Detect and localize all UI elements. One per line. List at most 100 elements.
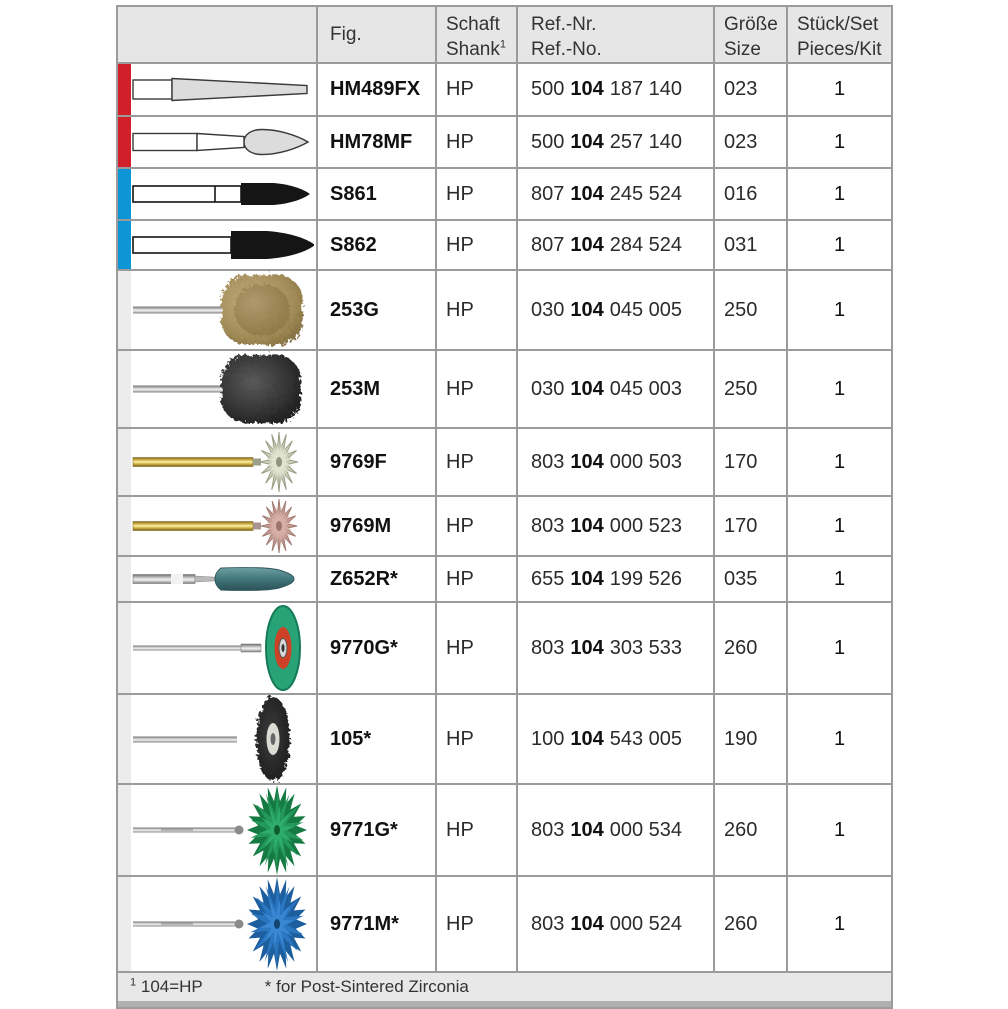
pieces-value: 1 (833, 298, 846, 321)
black-brush-wheel-icon (133, 355, 301, 423)
ref-number: 030 104 045 005 (518, 271, 715, 349)
ref-part-c: 000 534 (609, 818, 683, 841)
table-row: 9771M* HP 803 104 000 524 260 1 (118, 877, 891, 973)
green-spiral-wheel-icon (133, 785, 307, 875)
egg-carbide-bur-icon (132, 128, 310, 156)
table-row: HM78MF HP 500 104 257 140 023 1 (118, 117, 891, 169)
fig-label: 9769M (318, 497, 437, 555)
ref-number: 030 104 045 003 (518, 351, 715, 427)
category-color-bar (118, 351, 131, 427)
table-row: 9769M HP 803 104 000 523 170 1 (118, 497, 891, 557)
ref-number: 803 104 303 533 (518, 603, 715, 693)
size-value: 023 (715, 64, 788, 115)
table-row: HM489FX HP 500 104 187 140 023 1 (118, 64, 891, 117)
ref-part-b: 104 (570, 78, 604, 100)
table-row: 9770G* HP 803 104 303 533 260 1 (118, 603, 891, 695)
table-row: 9769F HP 803 104 000 503 170 1 (118, 429, 891, 497)
black-pointed-bur-icon (132, 183, 310, 205)
ref-number: 500 104 257 140 (518, 117, 715, 167)
table-row: S861 HP 807 104 245 524 016 1 (118, 169, 891, 221)
ref-part-c: 303 533 (609, 636, 683, 659)
footnote-shank: 1 104=HP (130, 977, 203, 997)
table-footnote: 1 104=HP * for Post-Sintered Zirconia (118, 973, 891, 1007)
header-shank: Schaft Shank1 (437, 7, 518, 62)
ref-part-b: 104 (570, 818, 604, 841)
fig-label: 253M (318, 351, 437, 427)
fig-label: S862 (318, 221, 437, 269)
table-row: S862 HP 807 104 284 524 031 1 (118, 221, 891, 271)
ref-number: 803 104 000 524 (518, 877, 715, 971)
header-ref: Ref.-Nr. Ref.-No. (518, 7, 715, 62)
header-fig: Fig. (318, 7, 437, 62)
pieces-value: 1 (833, 233, 846, 256)
header-ref-de: Ref.-Nr. (531, 14, 597, 35)
header-shank-footnote-marker: 1 (499, 38, 506, 51)
ref-part-b: 104 (570, 130, 604, 153)
shank-value: HP (437, 221, 518, 269)
category-color-bar (118, 695, 131, 783)
ref-part-b: 104 (570, 727, 604, 750)
ref-number: 655 104 199 526 (518, 557, 715, 601)
shank-value: HP (437, 877, 518, 971)
fig-label: Z652R* (318, 557, 437, 601)
ref-part-b: 104 (570, 567, 604, 590)
header-shank-en: Shank (446, 39, 500, 61)
size-value: 260 (715, 785, 788, 875)
table-row: 253M HP 030 104 045 003 250 1 (118, 351, 891, 429)
size-value: 016 (715, 169, 788, 219)
shank-value: HP (437, 271, 518, 349)
fig-image-cell (118, 117, 318, 167)
shank-value: HP (437, 603, 518, 693)
pieces-value: 1 (833, 636, 846, 659)
header-size-en: Size (724, 39, 761, 61)
pieces-value: 1 (833, 450, 846, 473)
table-row: 9771G* HP 803 104 000 534 260 1 (118, 785, 891, 877)
ref-part-c: 045 003 (609, 377, 683, 400)
fig-image-cell (118, 221, 318, 269)
pieces-value: 1 (833, 912, 846, 935)
shank-value: HP (437, 117, 518, 167)
white-star-polisher-icon (132, 431, 299, 493)
ref-part-b: 104 (570, 377, 604, 400)
ref-part-b: 104 (570, 514, 604, 537)
pink-star-polisher-icon (132, 498, 298, 554)
fig-image-cell (118, 351, 318, 427)
shank-value: HP (437, 557, 518, 601)
fig-label: HM489FX (318, 64, 437, 115)
green-disc-red-center-icon (133, 605, 301, 691)
fig-image-cell (118, 429, 318, 495)
blue-spiral-wheel-icon (133, 877, 307, 971)
fig-label: 9769F (318, 429, 437, 495)
ref-number: 803 104 000 534 (518, 785, 715, 875)
fig-label: S861 (318, 169, 437, 219)
fig-image-cell (118, 785, 318, 875)
size-value: 250 (715, 351, 788, 427)
ref-part-a: 803 (531, 450, 565, 473)
fig-label: HM78MF (318, 117, 437, 167)
header-ref-en: Ref.-No. (531, 39, 602, 61)
header-image-cell (118, 7, 318, 62)
header-size: Größe Size (715, 7, 788, 62)
ref-part-c: 543 005 (609, 727, 683, 750)
shank-value: HP (437, 169, 518, 219)
shank-value: HP (437, 695, 518, 783)
ref-part-c: 000 503 (609, 450, 683, 473)
ref-number: 803 104 000 523 (518, 497, 715, 555)
header-pieces-de: Stück/Set (797, 14, 879, 35)
category-color-bar (118, 603, 131, 693)
category-color-bar (118, 557, 131, 601)
size-value: 190 (715, 695, 788, 783)
product-table: Fig. Schaft Shank1 Ref.-Nr. Ref.-No. Grö… (116, 5, 893, 1009)
ref-part-a: 500 (531, 130, 565, 153)
ref-part-a: 100 (531, 727, 565, 750)
category-color-bar (118, 785, 131, 875)
ref-part-b: 104 (570, 182, 604, 205)
fig-image-cell (118, 557, 318, 601)
size-value: 035 (715, 557, 788, 601)
ref-number: 500 104 187 140 (518, 64, 715, 115)
category-color-bar (118, 877, 131, 971)
table-row: 253G HP 030 104 045 005 250 1 (118, 271, 891, 351)
size-value: 170 (715, 497, 788, 555)
ref-part-b: 104 (570, 298, 604, 321)
category-color-bar-red (118, 64, 131, 115)
